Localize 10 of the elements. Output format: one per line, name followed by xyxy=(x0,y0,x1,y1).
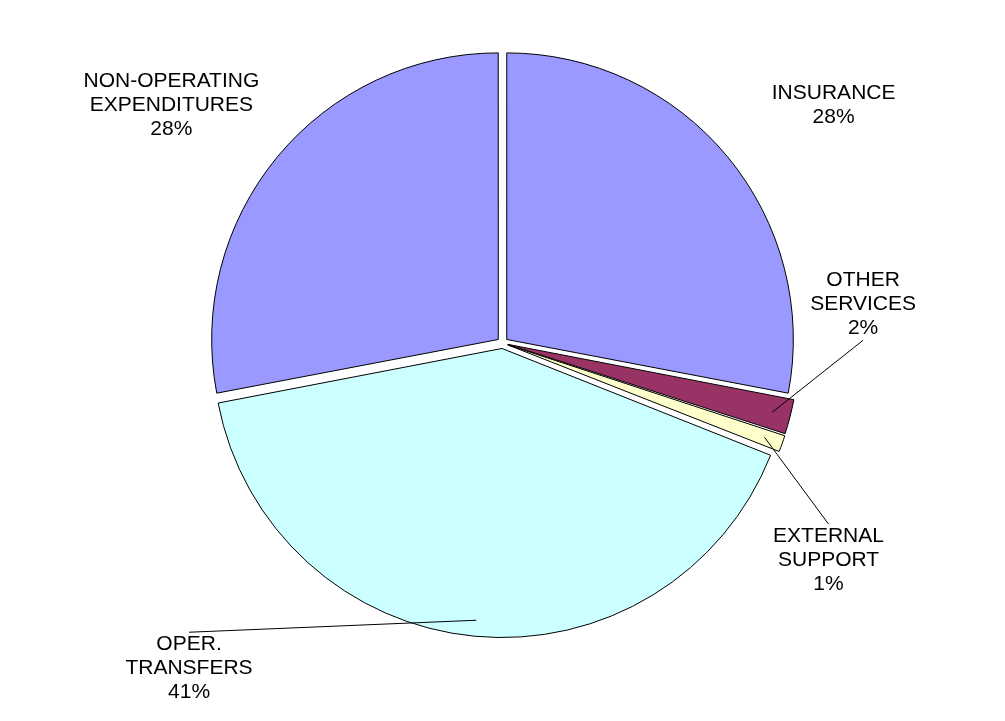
slice-label: OPER. TRANSFERS xyxy=(125,631,253,679)
data-label: 41% xyxy=(168,679,211,703)
slice-label: OTHER SERVICES xyxy=(810,267,917,315)
data-label: 28% xyxy=(812,104,855,128)
data-label: 1% xyxy=(813,570,844,594)
slice-label: INSURANCE xyxy=(771,80,896,104)
slice-label: EXTERNAL SUPPORT xyxy=(773,522,884,570)
data-label: 2% xyxy=(847,315,879,339)
slice-label: NON-OPERATING EXPENDITURES xyxy=(83,68,260,116)
data-label: 28% xyxy=(150,116,193,140)
